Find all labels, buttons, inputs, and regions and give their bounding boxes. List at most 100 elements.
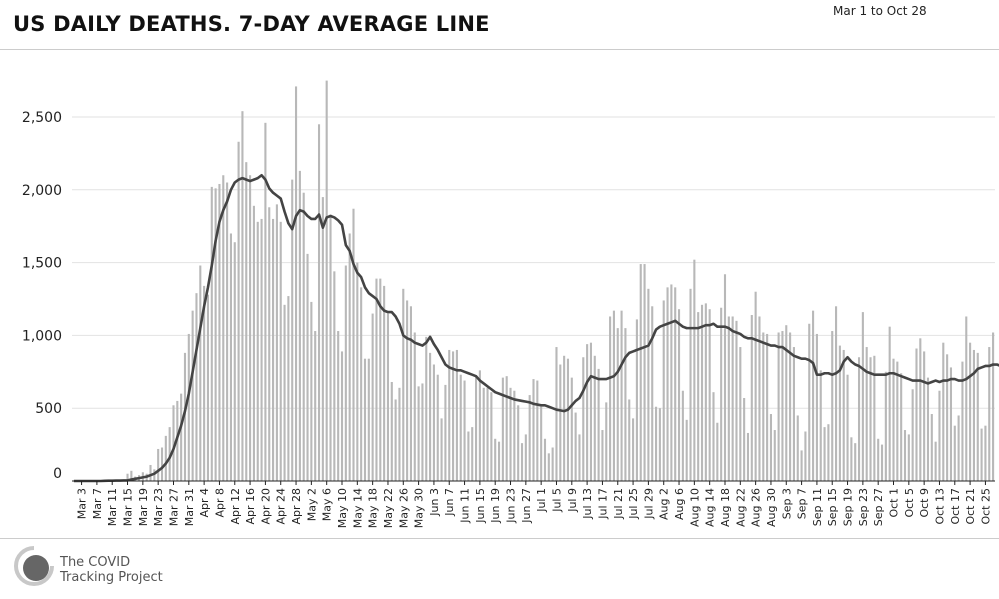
x-tick-label: Oct 1 xyxy=(888,488,901,518)
x-axis: Mar 3 Mar 7 Mar 11 Mar 15 Mar 19 Mar 23 Mar 27… xyxy=(72,480,995,528)
bar xyxy=(972,349,975,481)
bar xyxy=(850,437,853,481)
bar xyxy=(992,332,995,481)
y-axis: 0 500 1,000 1,500 2,000 2,500 xyxy=(22,110,62,482)
bar xyxy=(164,435,167,481)
x-tick-label: Aug 18 xyxy=(719,488,732,527)
bar xyxy=(275,204,278,482)
bar xyxy=(283,304,286,481)
x-tick-label: Jun 19 xyxy=(489,488,502,524)
bar xyxy=(294,86,298,481)
bar xyxy=(417,386,420,481)
bar xyxy=(390,381,393,481)
chart-title: US DAILY DEATHS. 7-DAY AVERAGE LINE xyxy=(13,12,490,36)
y-tick-label: 0 xyxy=(53,466,62,482)
bar xyxy=(490,392,493,481)
bar xyxy=(172,405,175,481)
bar xyxy=(938,390,941,481)
x-tick-label: Jul 5 xyxy=(550,488,563,513)
x-tick-label: Sep 27 xyxy=(872,488,885,526)
bar xyxy=(815,333,818,481)
bar xyxy=(842,349,845,481)
x-tick-label: Aug 10 xyxy=(688,488,701,527)
bar xyxy=(291,179,294,481)
bar xyxy=(409,306,412,481)
x-tick-label: Aug 14 xyxy=(704,488,717,527)
bar xyxy=(333,271,336,481)
bar xyxy=(670,284,673,481)
bar xyxy=(375,278,378,481)
x-tick-label: Apr 28 xyxy=(290,488,303,525)
bar xyxy=(566,358,570,481)
x-tick-label: Sep 3 xyxy=(780,488,793,519)
bar xyxy=(406,300,409,481)
bar xyxy=(402,288,405,481)
bar xyxy=(769,414,773,481)
bar xyxy=(624,328,627,481)
bar xyxy=(773,430,776,481)
bar xyxy=(777,332,780,481)
bar xyxy=(474,376,478,481)
x-tick-label: Apr 8 xyxy=(213,488,226,518)
bar xyxy=(517,405,520,481)
x-tick-label: Jul 25 xyxy=(627,488,640,520)
bar xyxy=(520,443,524,481)
bar xyxy=(578,434,581,481)
bar xyxy=(486,387,489,481)
x-tick-label: Apr 12 xyxy=(229,488,242,525)
bar xyxy=(593,355,596,481)
bar xyxy=(287,296,290,481)
bar xyxy=(157,448,160,481)
x-tick-label: Aug 26 xyxy=(750,488,763,527)
bar xyxy=(723,274,727,481)
bar xyxy=(482,387,485,481)
bar xyxy=(586,344,589,481)
bar xyxy=(812,310,815,481)
bar xyxy=(597,368,600,481)
x-tick-label: Sep 15 xyxy=(826,488,839,526)
bar xyxy=(340,351,344,481)
bar xyxy=(429,352,432,481)
x-tick-label: Jul 13 xyxy=(581,488,594,520)
bar xyxy=(352,208,355,481)
x-tick-label: Mar 27 xyxy=(167,488,180,526)
bar xyxy=(880,444,884,481)
x-tick-label: Aug 6 xyxy=(673,488,686,520)
x-tick-label: Oct 25 xyxy=(979,488,992,525)
bar xyxy=(540,406,543,481)
bar xyxy=(735,320,738,481)
bar xyxy=(252,205,255,482)
x-tick-label: Jul 17 xyxy=(596,488,609,520)
bar xyxy=(160,447,164,481)
y-tick-label: 500 xyxy=(35,401,62,417)
bar xyxy=(835,306,838,481)
bar xyxy=(720,307,723,481)
bar xyxy=(268,207,271,481)
bar xyxy=(260,218,263,482)
y-tick-label: 2,000 xyxy=(22,183,62,199)
bar xyxy=(436,374,439,481)
bar xyxy=(574,412,577,481)
x-tick-label: Oct 5 xyxy=(903,488,916,518)
x-tick-label: May 22 xyxy=(382,488,395,528)
bar xyxy=(543,438,547,481)
bar xyxy=(229,233,232,481)
bar xyxy=(317,124,321,481)
bar xyxy=(325,80,328,481)
bar xyxy=(934,441,937,481)
bar xyxy=(766,333,769,481)
bar xyxy=(563,355,566,481)
bar xyxy=(459,374,462,481)
x-tick-label: Aug 22 xyxy=(734,488,747,527)
footer-divider xyxy=(0,538,999,539)
bar xyxy=(666,287,669,481)
bar xyxy=(888,326,891,481)
bar xyxy=(183,352,187,481)
bar xyxy=(781,331,784,481)
x-tick-label: Mar 15 xyxy=(122,488,135,526)
bar xyxy=(249,175,252,482)
bar xyxy=(869,357,872,481)
bar xyxy=(677,309,681,481)
bar xyxy=(643,264,646,481)
bar xyxy=(505,376,508,481)
